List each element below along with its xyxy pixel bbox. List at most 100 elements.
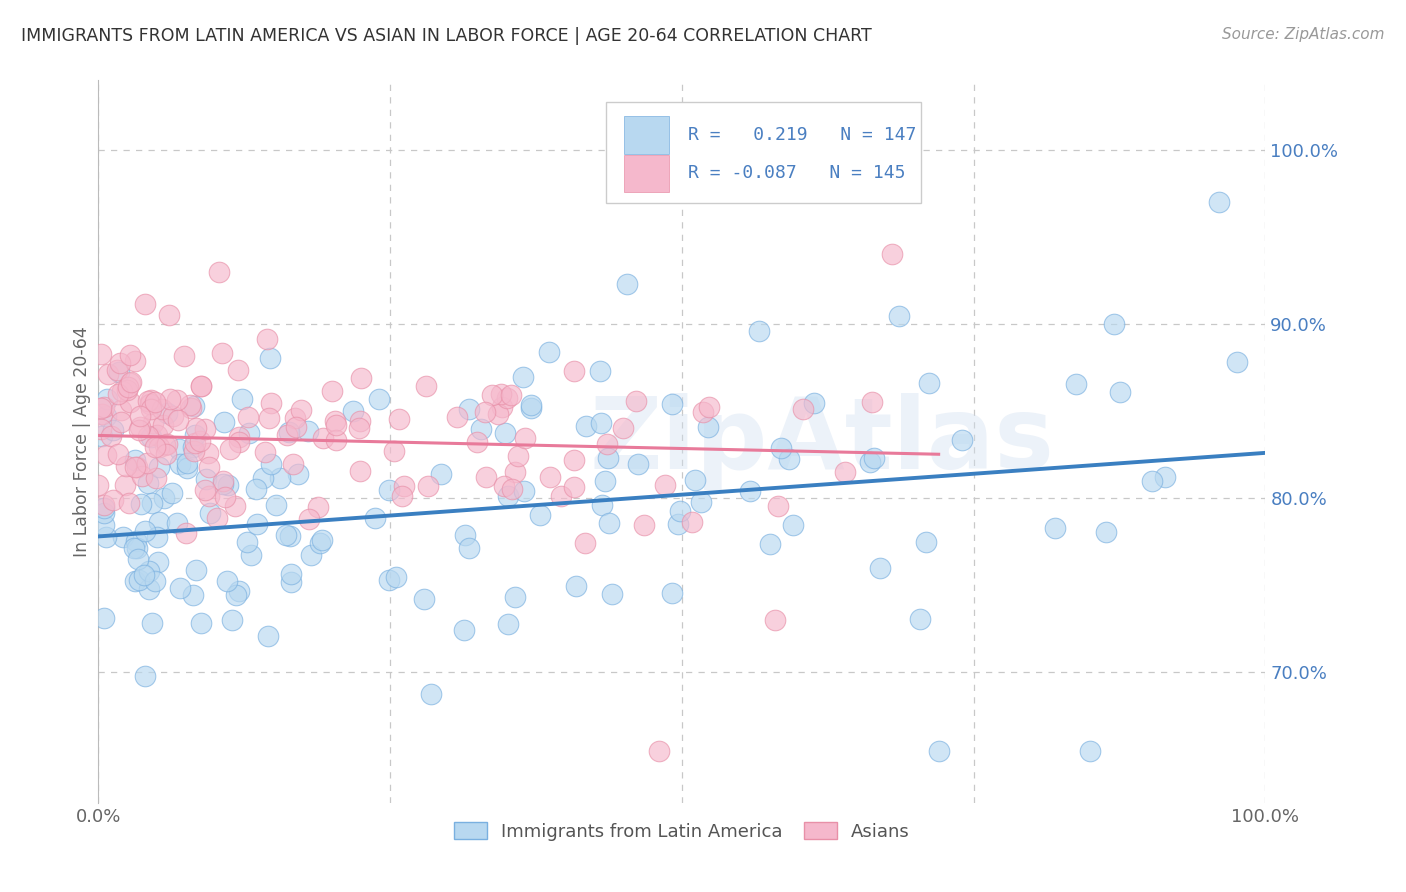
Asians bbox=[347, 421, 370, 435]
Asians bbox=[307, 500, 329, 514]
Immigrants from Latin America bbox=[94, 530, 117, 544]
Asians bbox=[93, 498, 115, 512]
Immigrants from Latin America bbox=[470, 422, 492, 436]
Immigrants from Latin America bbox=[520, 398, 543, 412]
Asians bbox=[124, 459, 146, 474]
Asians bbox=[190, 379, 212, 393]
Asians bbox=[481, 388, 503, 402]
Asians bbox=[190, 379, 212, 393]
Immigrants from Latin America bbox=[429, 467, 451, 482]
Asians bbox=[148, 440, 170, 454]
Asians bbox=[155, 436, 177, 450]
Text: Source: ZipAtlas.com: Source: ZipAtlas.com bbox=[1222, 27, 1385, 42]
Text: R =   0.219   N = 147: R = 0.219 N = 147 bbox=[688, 126, 917, 145]
Asians bbox=[120, 376, 142, 390]
Immigrants from Latin America bbox=[280, 566, 302, 581]
Immigrants from Latin America bbox=[141, 615, 163, 630]
Immigrants from Latin America bbox=[498, 490, 520, 504]
Asians bbox=[633, 518, 655, 533]
Asians bbox=[107, 447, 129, 461]
Immigrants from Latin America bbox=[278, 529, 301, 543]
Asians bbox=[136, 393, 159, 408]
Asians bbox=[276, 428, 298, 442]
Asians bbox=[496, 391, 519, 405]
Asians bbox=[475, 470, 498, 484]
Asians bbox=[256, 332, 278, 346]
Immigrants from Latin America bbox=[183, 399, 205, 413]
Asians bbox=[382, 444, 405, 458]
Asians bbox=[152, 418, 174, 433]
Immigrants from Latin America bbox=[529, 508, 551, 523]
Asians bbox=[186, 420, 208, 434]
Asians bbox=[117, 383, 139, 397]
Asians bbox=[486, 408, 509, 422]
Asians bbox=[110, 402, 132, 417]
Asians bbox=[139, 401, 162, 416]
Asians bbox=[166, 392, 188, 407]
Immigrants from Latin America bbox=[238, 425, 260, 440]
Immigrants from Latin America bbox=[863, 450, 886, 465]
Immigrants from Latin America bbox=[661, 397, 683, 411]
Asians bbox=[349, 414, 371, 428]
Asians bbox=[860, 395, 883, 409]
Asians bbox=[131, 469, 153, 483]
Asians bbox=[503, 465, 526, 479]
Immigrants from Latin America bbox=[593, 474, 616, 488]
Asians bbox=[197, 460, 219, 475]
Asians bbox=[90, 407, 112, 421]
Immigrants from Latin America bbox=[683, 473, 706, 487]
Asians bbox=[290, 403, 312, 417]
Immigrants from Latin America bbox=[758, 537, 780, 551]
Immigrants from Latin America bbox=[257, 629, 280, 643]
Immigrants from Latin America bbox=[458, 401, 481, 416]
Immigrants from Latin America bbox=[589, 416, 612, 430]
Immigrants from Latin America bbox=[169, 457, 191, 471]
Asians bbox=[141, 392, 163, 407]
Immigrants from Latin America bbox=[141, 496, 163, 510]
Asians bbox=[312, 430, 335, 444]
Asians bbox=[281, 457, 304, 471]
Asians bbox=[506, 449, 529, 463]
Asians bbox=[180, 401, 202, 415]
Immigrants from Latin America bbox=[378, 483, 401, 498]
Asians bbox=[183, 436, 205, 450]
Immigrants from Latin America bbox=[176, 461, 198, 475]
Asians bbox=[93, 401, 115, 415]
Asians bbox=[110, 415, 132, 429]
Asians bbox=[100, 429, 122, 443]
Asians bbox=[139, 397, 162, 411]
Immigrants from Latin America bbox=[1064, 376, 1087, 391]
Immigrants from Latin America bbox=[129, 497, 152, 511]
Asians bbox=[415, 379, 437, 393]
Asians bbox=[692, 405, 714, 419]
Asians bbox=[501, 388, 523, 402]
Immigrants from Latin America bbox=[245, 482, 267, 496]
Immigrants from Latin America bbox=[212, 416, 235, 430]
Asians bbox=[150, 401, 173, 416]
Immigrants from Latin America bbox=[122, 541, 145, 555]
Immigrants from Latin America bbox=[134, 524, 156, 539]
Immigrants from Latin America bbox=[138, 565, 160, 579]
Immigrants from Latin America bbox=[738, 484, 761, 499]
Asians bbox=[90, 401, 112, 415]
Asians bbox=[179, 398, 201, 412]
Immigrants from Latin America bbox=[148, 460, 170, 475]
Asians bbox=[197, 445, 219, 459]
Asians bbox=[108, 356, 131, 370]
Immigrants from Latin America bbox=[91, 428, 114, 442]
Immigrants from Latin America bbox=[181, 440, 204, 454]
Immigrants from Latin America bbox=[297, 424, 319, 438]
Immigrants from Latin America bbox=[627, 457, 650, 471]
Asians bbox=[321, 384, 343, 398]
Asians bbox=[350, 371, 373, 385]
Immigrants from Latin America bbox=[928, 743, 950, 757]
Asians bbox=[167, 413, 190, 427]
Immigrants from Latin America bbox=[748, 324, 770, 338]
Immigrants from Latin America bbox=[1226, 355, 1249, 369]
Asians bbox=[236, 409, 259, 424]
Asians bbox=[325, 417, 347, 432]
Immigrants from Latin America bbox=[889, 309, 911, 323]
Immigrants from Latin America bbox=[136, 476, 159, 491]
FancyBboxPatch shape bbox=[624, 154, 669, 193]
Asians bbox=[107, 387, 129, 401]
